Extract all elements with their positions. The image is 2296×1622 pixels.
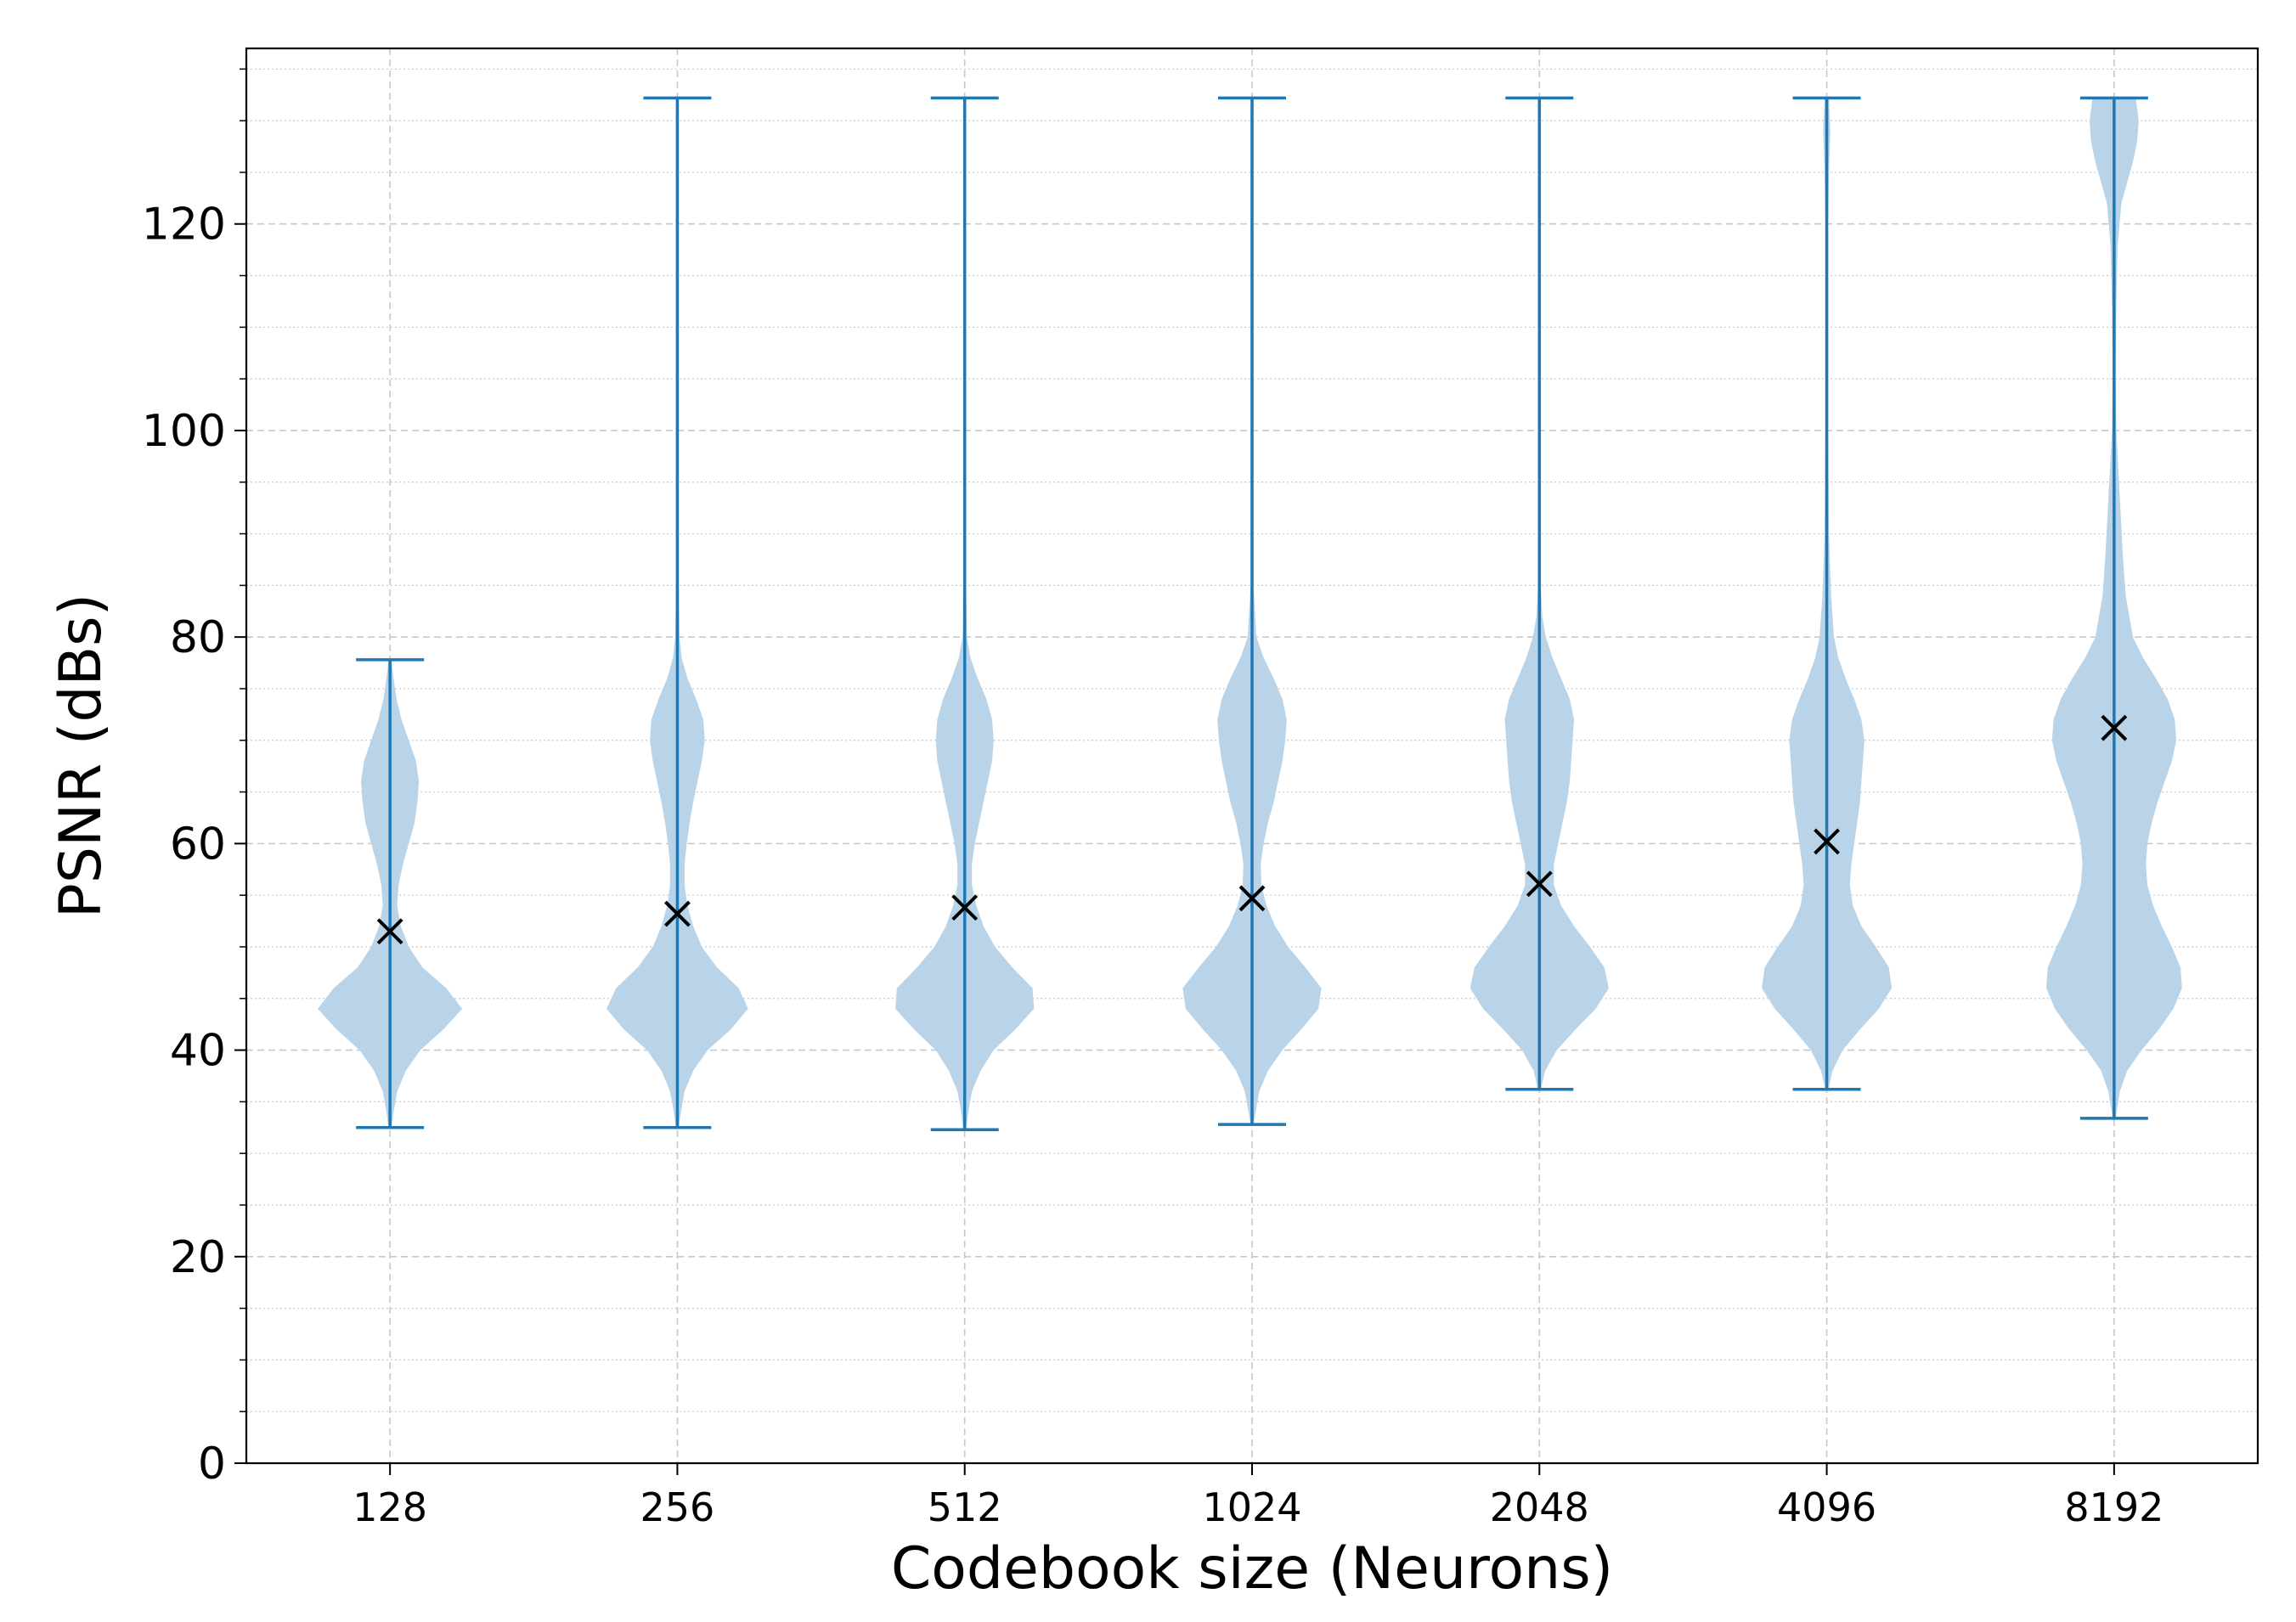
x-tick-label: 1024 — [1202, 1484, 1301, 1530]
y-tick-label: 60 — [170, 819, 226, 870]
x-axis-label: Codebook size (Neurons) — [891, 1535, 1613, 1602]
x-tick-label: 8192 — [2064, 1484, 2163, 1530]
mean-marker — [1238, 885, 1266, 912]
violin-layer — [318, 96, 2182, 1131]
axis-layer: 0 20 40 60 80 100 120 128 256 512 1024 2048 4096 8192 — [142, 68, 2163, 1530]
mean-marker — [1526, 870, 1553, 898]
y-tick-label: 0 — [198, 1439, 226, 1490]
y-axis-label: PSNR (dBs) — [48, 594, 115, 918]
y-tick-label: 80 — [170, 612, 226, 663]
x-tick-label: 128 — [353, 1484, 427, 1530]
mean-marker — [1814, 828, 1840, 855]
mean-marker — [376, 918, 403, 945]
x-tick-label: 2048 — [1490, 1484, 1589, 1530]
mean-marker — [2101, 714, 2128, 741]
y-tick-label: 40 — [170, 1026, 226, 1077]
x-tick-label: 256 — [640, 1484, 715, 1530]
mean-marker — [951, 894, 979, 921]
y-tick-label: 100 — [142, 406, 226, 457]
x-tick-label: 4096 — [1777, 1484, 1876, 1530]
y-tick-label: 20 — [170, 1232, 226, 1283]
y-tick-label: 120 — [142, 200, 226, 251]
mean-marker — [664, 900, 691, 927]
x-tick-label: 512 — [928, 1484, 1002, 1530]
